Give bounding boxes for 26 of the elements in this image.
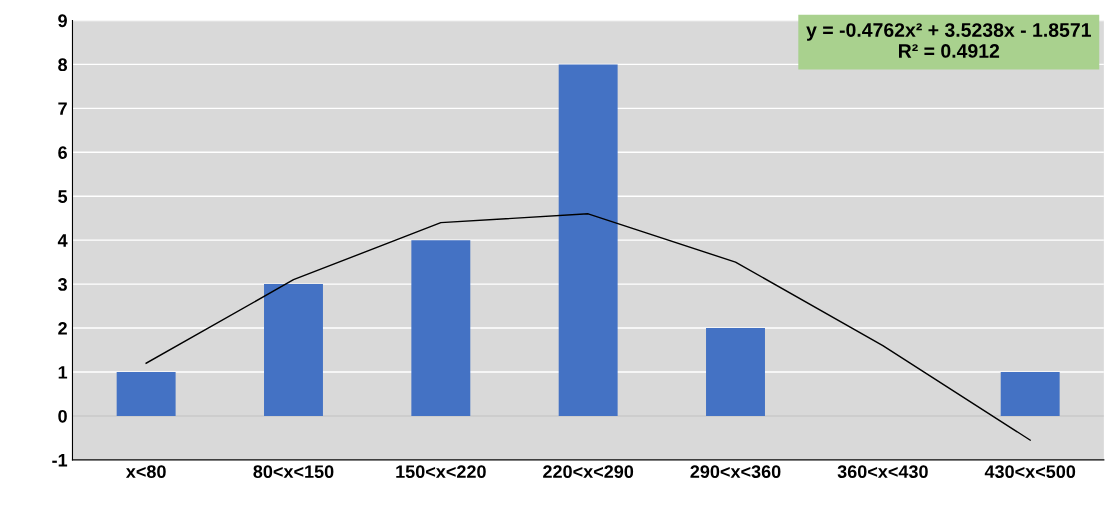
- x-tick-label: 150<x<220: [396, 465, 486, 479]
- line-series: [145, 213, 1031, 441]
- bar: [1000, 372, 1060, 416]
- bar: [706, 328, 765, 416]
- y-tick-label: 7: [58, 102, 67, 115]
- annotation: y = -0.4762x² + 3.5238x - 1.8571 R² = 0.4912: [806, 23, 1091, 58]
- y-tick-label: -1: [52, 454, 68, 467]
- y-tick-label: 1: [58, 366, 68, 379]
- y-tick-label: 4: [57, 234, 68, 247]
- bar: [116, 372, 176, 416]
- y-tick-label: 3: [57, 278, 67, 291]
- y-tick-label: 2: [58, 322, 67, 335]
- y-tick-label: 8: [58, 58, 68, 72]
- x-tick-label: 430<x<500: [984, 465, 1076, 479]
- bar: [264, 284, 323, 416]
- y-tick-label: 5: [58, 190, 68, 203]
- y-tick-label: 6: [58, 146, 67, 159]
- bar: [558, 64, 618, 416]
- x-tick-label: 80<x<150: [253, 465, 334, 479]
- y-tick-label: 0: [58, 409, 67, 423]
- x-tick-label: 360<x<430: [837, 465, 928, 479]
- x-tick-label: x<80: [125, 465, 166, 479]
- x-tick-label: 220<x<290: [543, 465, 634, 479]
- x-tick-label: 290<x<360: [690, 465, 781, 479]
- bar: [411, 240, 471, 416]
- y-tick-label: 9: [58, 14, 67, 28]
